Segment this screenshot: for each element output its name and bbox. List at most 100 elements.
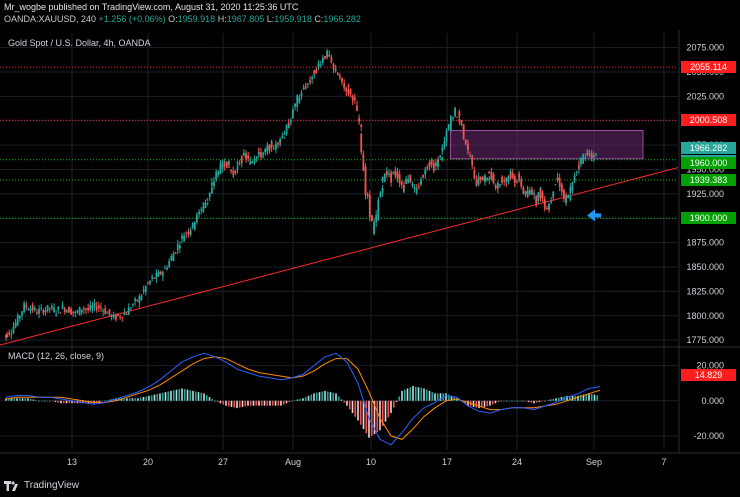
candle-body[interactable]: [375, 214, 378, 223]
candle-body[interactable]: [405, 178, 407, 185]
candle-body[interactable]: [166, 267, 168, 270]
candle-body[interactable]: [332, 63, 335, 69]
candle-body[interactable]: [441, 157, 444, 161]
candle-body[interactable]: [396, 171, 399, 179]
candle-body[interactable]: [270, 142, 273, 148]
candle-body[interactable]: [23, 303, 26, 313]
candle-body[interactable]: [183, 235, 186, 242]
candle-body[interactable]: [518, 173, 521, 178]
candle-body[interactable]: [287, 122, 290, 126]
candle-body[interactable]: [78, 306, 81, 316]
candle-body[interactable]: [445, 129, 448, 138]
candle-body[interactable]: [505, 178, 508, 182]
candle-body[interactable]: [255, 156, 258, 160]
candle-body[interactable]: [134, 298, 136, 302]
candle-body[interactable]: [336, 73, 339, 75]
candle-body[interactable]: [424, 170, 427, 175]
candle-body[interactable]: [481, 176, 484, 181]
candle-body[interactable]: [507, 175, 510, 182]
candle-body[interactable]: [279, 139, 282, 143]
arrow-annotation-icon[interactable]: [587, 209, 601, 222]
candle-body[interactable]: [217, 170, 220, 176]
candle-body[interactable]: [65, 310, 68, 313]
candle-body[interactable]: [240, 156, 243, 163]
candle-body[interactable]: [93, 302, 96, 307]
candle-body[interactable]: [475, 183, 478, 185]
candle-body[interactable]: [558, 177, 561, 187]
candle-body[interactable]: [588, 153, 591, 156]
candle-body[interactable]: [210, 187, 213, 194]
candle-body[interactable]: [490, 172, 493, 179]
candle-body[interactable]: [522, 188, 525, 194]
candle-body[interactable]: [351, 97, 354, 99]
candle-body[interactable]: [548, 203, 550, 210]
candle-body[interactable]: [8, 332, 11, 335]
candle-body[interactable]: [435, 162, 437, 166]
candle-body[interactable]: [360, 124, 363, 127]
candle-body[interactable]: [189, 229, 192, 234]
candle-body[interactable]: [53, 307, 55, 312]
candle-body[interactable]: [87, 307, 90, 310]
candle-body[interactable]: [573, 177, 576, 182]
candle-body[interactable]: [48, 307, 51, 309]
candle-body[interactable]: [595, 153, 597, 155]
candle-body[interactable]: [330, 58, 333, 62]
candle-body[interactable]: [383, 173, 386, 182]
candle-body[interactable]: [496, 182, 499, 188]
candle-body[interactable]: [63, 307, 66, 313]
candle-body[interactable]: [430, 159, 433, 165]
candle-body[interactable]: [82, 308, 85, 310]
candle-body[interactable]: [552, 191, 555, 196]
candle-body[interactable]: [373, 221, 375, 235]
candle-body[interactable]: [202, 203, 205, 205]
candle-body[interactable]: [204, 203, 207, 208]
candle-body[interactable]: [319, 64, 322, 66]
candle-body[interactable]: [272, 148, 275, 150]
candle-body[interactable]: [394, 170, 397, 176]
candle-body[interactable]: [198, 213, 200, 215]
candle-body[interactable]: [464, 139, 467, 145]
candle-body[interactable]: [149, 280, 151, 284]
candle-body[interactable]: [321, 59, 324, 61]
candle-body[interactable]: [516, 181, 518, 183]
candle-body[interactable]: [200, 209, 203, 211]
candle-body[interactable]: [328, 54, 331, 57]
candle-body[interactable]: [362, 153, 365, 171]
candle-body[interactable]: [349, 89, 352, 94]
candle-body[interactable]: [202, 206, 205, 212]
candle-body[interactable]: [524, 191, 527, 195]
candle-body[interactable]: [102, 310, 104, 312]
candle-body[interactable]: [196, 214, 198, 222]
candle-body[interactable]: [311, 77, 314, 80]
candle-body[interactable]: [441, 147, 444, 152]
candle-body[interactable]: [392, 172, 395, 174]
candle-body[interactable]: [242, 152, 245, 156]
candle-body[interactable]: [400, 181, 403, 185]
candle-body[interactable]: [274, 144, 277, 148]
candle-body[interactable]: [253, 160, 256, 163]
candle-body[interactable]: [499, 184, 501, 186]
candle-body[interactable]: [313, 70, 316, 74]
candle-body[interactable]: [494, 185, 497, 188]
candle-body[interactable]: [245, 154, 247, 160]
candle-body[interactable]: [21, 311, 23, 316]
candle-body[interactable]: [580, 157, 582, 165]
candle-body[interactable]: [411, 183, 414, 186]
candle-body[interactable]: [100, 307, 102, 309]
candle-body[interactable]: [537, 192, 540, 201]
candle-body[interactable]: [486, 177, 489, 180]
candle-body[interactable]: [16, 314, 19, 326]
candle-body[interactable]: [582, 154, 585, 158]
candle-body[interactable]: [573, 175, 576, 178]
candle-body[interactable]: [106, 312, 109, 314]
candle-body[interactable]: [10, 333, 13, 335]
candle-body[interactable]: [42, 310, 45, 314]
candle-body[interactable]: [36, 312, 38, 314]
candle-body[interactable]: [157, 271, 160, 277]
candle-body[interactable]: [407, 179, 410, 181]
candle-body[interactable]: [339, 76, 341, 78]
candle-body[interactable]: [454, 110, 457, 114]
candle-body[interactable]: [575, 171, 578, 173]
candle-body[interactable]: [569, 186, 572, 193]
